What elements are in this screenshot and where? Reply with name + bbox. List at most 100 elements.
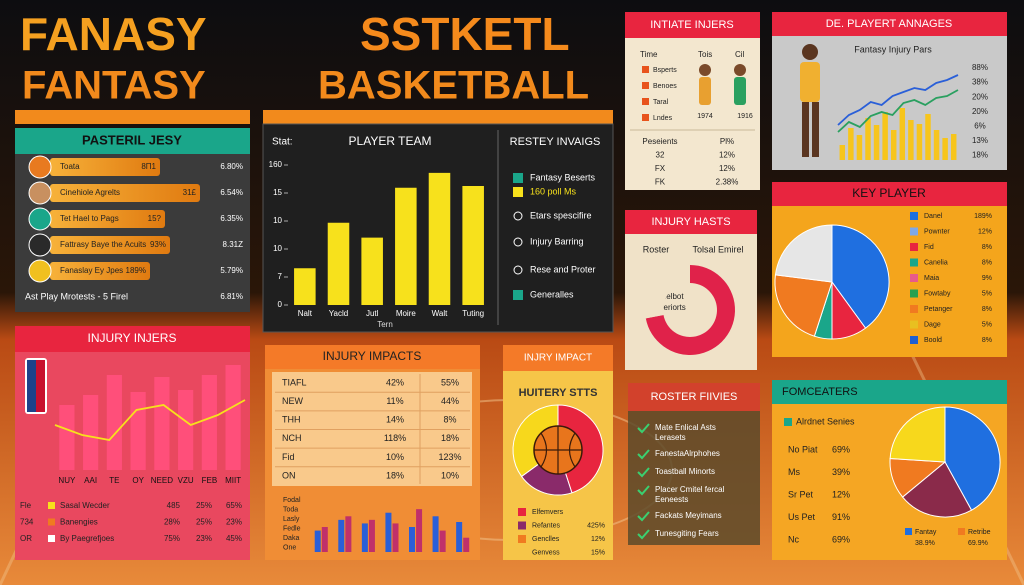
legend-swatch xyxy=(910,289,918,298)
x-tick-label: Tuting xyxy=(462,309,484,318)
label: Periorts xyxy=(658,303,686,312)
panel-title: PASTERIL JESY xyxy=(82,132,182,147)
figure-body xyxy=(800,62,820,102)
bar xyxy=(865,118,871,160)
label: 485 xyxy=(167,501,181,510)
subtitle: Alrdnet Senies xyxy=(796,416,855,426)
label: 10% xyxy=(386,452,404,462)
label: 28% xyxy=(164,518,180,527)
panel-header xyxy=(15,326,250,352)
label: 13% xyxy=(972,136,988,145)
label: Roster xyxy=(643,244,670,254)
x-tick-label: OY xyxy=(132,476,144,485)
legend-value: 8% xyxy=(982,337,992,344)
label: Eeneests xyxy=(655,495,688,504)
y-tick-label: 7 xyxy=(278,272,283,281)
bar xyxy=(314,530,321,552)
label: 123% xyxy=(438,452,461,462)
legend-value: 12% xyxy=(591,536,605,543)
bar xyxy=(361,523,368,552)
bar xyxy=(201,375,217,470)
avatar xyxy=(28,259,52,283)
panel-title: INJURY INJERS xyxy=(88,331,177,345)
legend-label: Dage xyxy=(924,321,941,328)
label: 75% xyxy=(164,534,180,543)
legend-label: Fantay xyxy=(915,529,937,536)
panel-title: ROSTER FIIVIES xyxy=(651,391,738,403)
legend-swatch xyxy=(518,521,526,530)
legend-label: Elfemvers xyxy=(532,509,564,516)
pie-slice xyxy=(645,265,735,355)
label: 6.81% xyxy=(220,292,243,301)
label: Bsperts xyxy=(653,67,677,74)
bar xyxy=(385,512,392,552)
label: 8% xyxy=(443,415,456,425)
legend-swatch xyxy=(518,535,526,543)
y-tick-label: 0 xyxy=(278,300,283,309)
figure-head xyxy=(699,64,711,76)
legend-swatch xyxy=(910,212,918,220)
figure-head xyxy=(734,64,746,76)
chart-title: Fantasy Injury Pars xyxy=(854,44,932,54)
legend-icon xyxy=(513,237,523,247)
label: Fedle xyxy=(283,525,301,532)
bar xyxy=(294,268,316,305)
legend-label: Genclles xyxy=(532,536,560,543)
legend-swatch xyxy=(958,528,965,535)
label: Us Pet xyxy=(788,512,816,522)
row-bar xyxy=(50,184,200,202)
label: 25% xyxy=(196,518,212,527)
label: 14% xyxy=(386,415,404,425)
legend-label: Retribe xyxy=(968,529,991,536)
row-bar xyxy=(50,158,160,176)
panel-title: INJURY IMPACTS xyxy=(323,349,422,363)
label: Taral xyxy=(653,99,669,106)
label: 65% xyxy=(226,501,242,510)
label: Peseients xyxy=(642,137,677,146)
panel-title: INJURY HASTS xyxy=(651,216,730,228)
title: FANASY xyxy=(20,8,207,60)
title: BASKETBALL xyxy=(318,64,589,108)
panel-header xyxy=(772,182,1007,206)
bullet xyxy=(642,66,649,73)
legend-value: 9% xyxy=(982,275,992,282)
legend-swatch xyxy=(513,290,523,300)
legend-label: Pownter xyxy=(924,228,950,235)
accent-bar xyxy=(15,110,250,124)
label: 6.80% xyxy=(220,162,243,171)
panel-title: HUITERY STTS xyxy=(519,387,598,399)
bar xyxy=(345,516,352,552)
label: 18% xyxy=(386,470,404,480)
legend-label: Canelia xyxy=(924,259,948,266)
bar xyxy=(130,392,146,470)
avatar xyxy=(28,155,52,179)
label: 20% xyxy=(972,92,988,101)
bar xyxy=(933,130,940,160)
pie-slice xyxy=(889,406,946,463)
x-tick-label: TE xyxy=(109,476,119,485)
legend-value: 38.9% xyxy=(915,540,935,547)
avatar xyxy=(28,233,52,257)
label: No Piat xyxy=(788,444,818,454)
bar xyxy=(462,186,484,305)
label: Lndes xyxy=(653,115,673,122)
label: 45% xyxy=(226,534,242,543)
x-tick-label: VZU xyxy=(178,476,194,485)
bar xyxy=(361,237,383,305)
x-tick-label: Yacld xyxy=(329,309,348,318)
legend-label: Refantes xyxy=(532,522,561,529)
bullet xyxy=(48,518,55,526)
legend-value: 12% xyxy=(978,228,992,235)
bar xyxy=(848,128,854,160)
check xyxy=(637,529,650,540)
legend-label: Genvess xyxy=(532,549,560,556)
x-tick-label: Moire xyxy=(396,309,417,318)
bar xyxy=(428,172,451,305)
figure-leg xyxy=(812,102,819,157)
legend-swatch xyxy=(905,528,912,535)
legend-swatch xyxy=(910,227,918,236)
panel-title: KEY PLAYER xyxy=(852,186,926,200)
legend-label: Boold xyxy=(924,337,942,344)
label: Banengies xyxy=(60,518,98,527)
